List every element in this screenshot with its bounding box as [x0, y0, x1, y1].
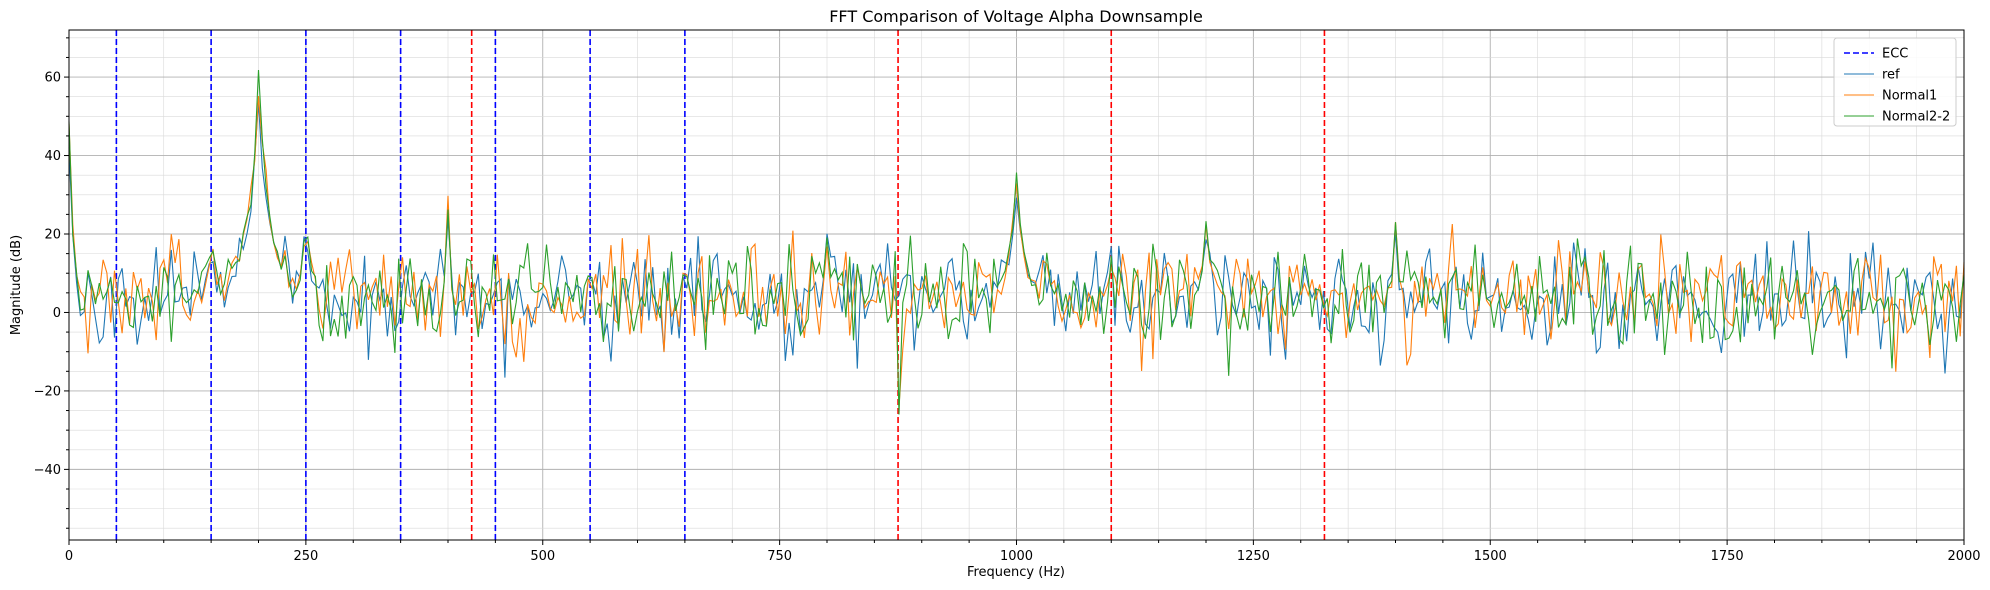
x-tick-label: 0 — [65, 549, 73, 564]
legend-box — [1833, 37, 1957, 127]
x-tick-label: 1250 — [1237, 549, 1270, 564]
legend-label: ECC — [1882, 47, 1908, 62]
y-axis-ticks: −40 −20 0 20 40 60 — [34, 37, 69, 529]
chart-title: FFT Comparison of Voltage Alpha Downsamp… — [829, 7, 1203, 26]
x-axis-ticks: 0 250 500 750 1000 1250 1500 1750 2000 — [65, 540, 1981, 564]
y-tick-label: 20 — [44, 228, 61, 243]
y-axis-label: Magnitude (dB) — [9, 235, 24, 335]
y-tick-label: −20 — [34, 384, 61, 399]
y-tick-label: −40 — [34, 463, 61, 478]
y-tick-label: 40 — [44, 149, 61, 164]
x-tick-label: 1750 — [1711, 549, 1744, 564]
legend-label: Normal2-2 — [1882, 110, 1950, 125]
ecc-lines — [115, 30, 1326, 540]
x-tick-label: 2000 — [1947, 549, 1980, 564]
x-tick-label: 250 — [293, 549, 318, 564]
x-tick-label: 750 — [767, 549, 792, 564]
legend-label: ref — [1882, 68, 1900, 83]
y-tick-label: 60 — [44, 71, 61, 86]
series-line-normal1 — [68, 95, 1965, 407]
x-tick-label: 1000 — [1000, 549, 1033, 564]
series-lines — [68, 69, 1965, 415]
legend-label: Normal1 — [1882, 89, 1937, 104]
x-tick-label: 500 — [530, 549, 555, 564]
x-axis-label: Frequency (Hz) — [967, 565, 1065, 580]
legend: ECC ref Normal1 Normal2-2 — [1833, 37, 1957, 127]
x-tick-label: 1500 — [1474, 549, 1507, 564]
series-line-normal2-2 — [68, 69, 1965, 415]
y-tick-label: 0 — [53, 306, 61, 321]
